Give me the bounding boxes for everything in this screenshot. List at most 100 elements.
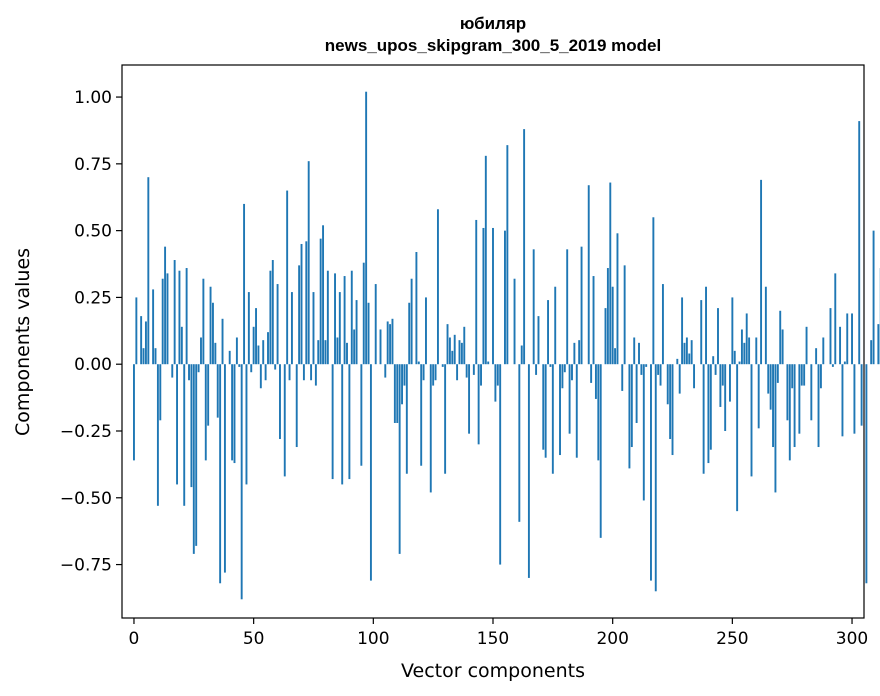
bar-component-76 (314, 364, 317, 386)
bar-component-270 (779, 310, 782, 365)
bar-component-81 (326, 270, 329, 365)
bar-component-14 (166, 273, 169, 365)
bar-component-147 (484, 155, 487, 365)
bar-component-120 (420, 364, 423, 466)
bar-component-278 (798, 364, 801, 434)
bar-component-142 (472, 364, 475, 375)
bar-component-309 (872, 230, 875, 365)
bar-component-242 (712, 356, 715, 365)
bar-component-204 (621, 364, 624, 391)
bar-component-136 (458, 340, 461, 365)
bar-component-233 (690, 340, 693, 365)
bar-component-176 (554, 286, 557, 365)
x-tick-label: 50 (243, 629, 265, 649)
bar-component-218 (654, 364, 657, 592)
bar-component-69 (298, 265, 301, 365)
bar-component-93 (355, 300, 358, 365)
chart-title-line-2: news_upos_skipgram_300_5_2019 model (325, 36, 661, 55)
bar-component-199 (609, 182, 612, 365)
bar-component-74 (310, 364, 313, 381)
bar-component-71 (302, 364, 305, 381)
bar-component-227 (676, 358, 679, 365)
bar-component-257 (748, 337, 751, 365)
bar-component-134 (453, 334, 456, 365)
bar-component-264 (764, 286, 767, 365)
bar-component-223 (666, 364, 669, 405)
bar-component-292 (831, 364, 834, 367)
bar-component-95 (360, 364, 363, 466)
bar-component-152 (496, 364, 499, 386)
bar-component-155 (504, 230, 506, 365)
bar-component-23 (188, 364, 190, 381)
bar-component-19 (178, 270, 181, 365)
bar-component-202 (616, 233, 619, 365)
bar-component-52 (257, 345, 260, 365)
bar-component-114 (405, 364, 408, 474)
bar-component-58 (271, 260, 274, 365)
bar-component-286 (817, 364, 820, 448)
y-tick-label: 0.25 (74, 288, 112, 308)
bar-component-269 (776, 364, 779, 383)
bar-component-41 (231, 364, 234, 461)
bar-component-132 (448, 337, 451, 365)
bar-component-4 (142, 348, 145, 365)
bar-component-127 (436, 209, 439, 365)
bar-component-121 (422, 364, 425, 381)
bar-component-212 (640, 364, 643, 375)
bar-component-246 (721, 364, 724, 386)
bar-component-36 (219, 364, 222, 584)
bar-component-209 (633, 337, 636, 365)
bar-component-295 (839, 326, 842, 365)
bar-component-37 (221, 318, 224, 365)
bar-component-145 (480, 364, 482, 386)
bar-component-90 (348, 364, 351, 480)
bar-component-89 (346, 342, 348, 365)
bars-group (133, 91, 880, 600)
bar-component-143 (475, 219, 478, 365)
bar-component-293 (834, 273, 837, 365)
bar-component-133 (451, 350, 454, 365)
bar-component-251 (733, 350, 736, 365)
x-tick-label: 100 (357, 629, 389, 649)
y-tick-label: 1.00 (74, 88, 112, 108)
bar-component-285 (815, 348, 818, 365)
bar-component-10 (156, 364, 159, 506)
bar-component-135 (456, 364, 459, 381)
y-axis: −0.75 −0.50 −0.25 0.00 0.25 0.50 0.75 1.00 (60, 88, 122, 576)
bar-component-60 (276, 284, 279, 365)
bar-component-185 (575, 364, 578, 458)
bar-component-273 (786, 364, 789, 421)
bar-component-163 (523, 129, 526, 365)
bar-component-64 (286, 190, 289, 365)
bar-component-30 (204, 364, 207, 461)
bar-component-225 (671, 364, 674, 456)
bar-component-112 (401, 364, 403, 405)
bar-component-55 (264, 364, 267, 381)
bar-component-118 (415, 252, 418, 365)
bar-component-232 (688, 353, 691, 365)
bar-component-279 (800, 364, 803, 386)
bar-component-137 (460, 342, 463, 365)
bar-component-47 (245, 364, 248, 485)
bar-component-80 (324, 340, 327, 365)
bar-component-191 (590, 364, 593, 383)
bar-component-247 (724, 364, 727, 431)
bar-component-250 (731, 297, 734, 365)
bar-component-13 (164, 246, 167, 365)
bar-component-33 (212, 302, 214, 365)
bar-component-29 (202, 278, 205, 365)
bar-component-5 (144, 321, 147, 365)
bar-component-21 (183, 364, 186, 506)
bar-component-252 (736, 364, 739, 512)
bar-component-207 (628, 364, 631, 469)
bar-component-224 (669, 364, 672, 440)
bar-component-25 (192, 364, 195, 554)
bar-component-27 (197, 364, 200, 373)
bar-component-308 (870, 340, 873, 365)
bar-component-1 (135, 297, 138, 365)
bar-component-159 (513, 278, 516, 365)
bar-component-28 (200, 337, 202, 365)
x-axis-label: Vector components (401, 660, 585, 682)
bar-component-144 (477, 364, 480, 445)
